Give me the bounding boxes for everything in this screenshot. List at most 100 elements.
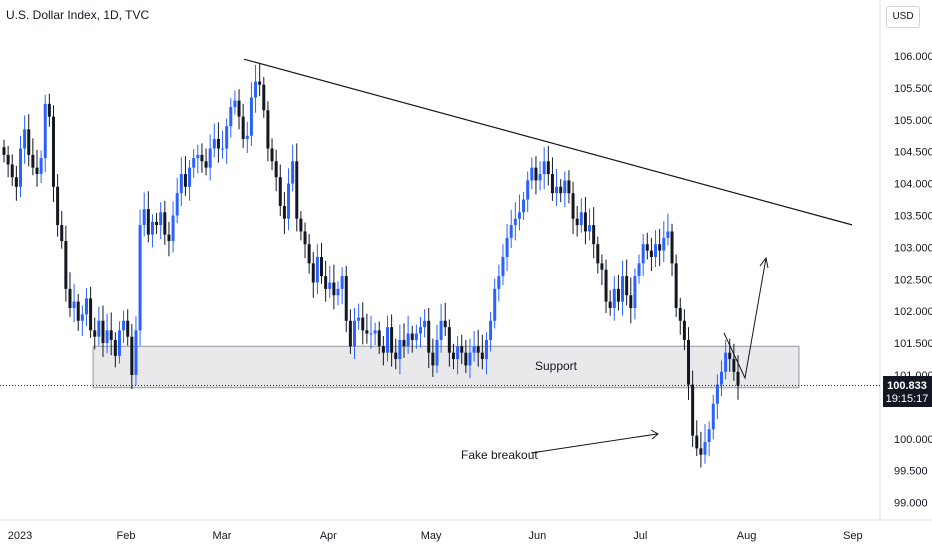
chart-title: U.S. Dollar Index, 1D, TVC	[6, 8, 150, 22]
candle-body	[138, 225, 142, 331]
candle-body	[612, 288, 616, 309]
candle-body	[695, 435, 699, 449]
candle-body	[14, 177, 18, 187]
candle-body	[287, 183, 291, 219]
y-tick-label: 100.000	[894, 434, 932, 446]
candle-body	[410, 333, 414, 340]
candle-body	[418, 327, 422, 334]
candle-body	[258, 81, 262, 85]
candle-body	[18, 148, 22, 187]
candle-body	[728, 352, 732, 360]
candle-body	[460, 346, 464, 353]
y-tick-label: 103.000	[894, 242, 932, 254]
y-tick-label: 99.500	[894, 466, 928, 478]
time-axis[interactable]: 2023 Feb Mar Apr May Jun Jul Aug Sep	[8, 530, 863, 542]
candle-body	[89, 298, 93, 331]
candle-body	[324, 276, 328, 289]
x-tick-label: Feb	[117, 530, 136, 542]
candle-body	[414, 333, 418, 340]
y-tick-label: 104.000	[894, 179, 932, 191]
candle-body	[497, 276, 501, 289]
candle-body	[340, 276, 344, 289]
candle-body	[93, 330, 97, 337]
x-tick-label: Apr	[320, 530, 337, 542]
candle-body	[715, 384, 719, 404]
candle-body	[249, 97, 253, 136]
resistance-trendline	[243, 58, 853, 226]
price-axis[interactable]: 106.000 105.500 105.000 104.500 104.000 103.5…	[894, 51, 932, 510]
candle-body	[188, 167, 192, 187]
candle-body	[84, 298, 88, 315]
candle-body	[406, 333, 410, 347]
candle-body	[56, 186, 60, 226]
candle-body	[381, 346, 385, 353]
y-tick-label: 103.500	[894, 211, 932, 223]
candle-body	[315, 256, 319, 283]
candle-body	[394, 352, 398, 360]
fake-breakout-arrow	[530, 433, 658, 454]
candle-body	[225, 126, 229, 149]
candle-body	[47, 103, 51, 117]
candle-body	[150, 221, 154, 235]
candle-body	[682, 320, 686, 340]
candle-body	[159, 212, 163, 226]
candle-body	[43, 103, 47, 159]
currency-button[interactable]: USD	[886, 6, 920, 28]
candle-body	[134, 330, 138, 375]
candle-body	[546, 161, 550, 175]
candle-body	[167, 234, 171, 242]
candle-body	[596, 244, 600, 264]
candle-body	[51, 116, 55, 187]
x-tick-label: May	[421, 530, 442, 542]
candle-body	[2, 147, 6, 155]
candle-body	[513, 218, 517, 226]
support-zone	[92, 345, 800, 389]
candle-body	[216, 138, 220, 149]
candle-body	[97, 320, 101, 337]
candle-body	[105, 330, 109, 344]
candle-body	[662, 237, 666, 251]
candle-body	[270, 148, 274, 162]
y-tick-label: 101.500	[894, 338, 932, 350]
candle-body	[423, 320, 427, 328]
candle-body	[348, 320, 352, 347]
last-price-label: 100.833 19:15:17	[883, 376, 932, 407]
candle-body	[171, 215, 175, 242]
candle-body	[468, 352, 472, 366]
candle-body	[385, 327, 389, 353]
candle-body	[443, 320, 447, 328]
candle-body	[625, 276, 629, 296]
candle-body	[575, 218, 579, 226]
candle-body	[629, 295, 633, 309]
candle-body	[550, 174, 554, 194]
projection-arrowhead	[759, 256, 769, 269]
support-label: Support	[535, 359, 578, 373]
candle-body	[332, 282, 336, 296]
candle-body	[295, 161, 299, 219]
candle-body	[303, 231, 307, 245]
candle-body	[200, 154, 204, 162]
y-tick-label: 105.500	[894, 83, 932, 95]
candle-body	[192, 158, 196, 168]
candle-body	[274, 161, 278, 178]
candle-body	[435, 339, 439, 366]
candle-body	[484, 339, 488, 360]
candle-body	[517, 212, 521, 219]
candle-body	[691, 384, 695, 436]
candle-body	[80, 314, 84, 321]
candle-body	[237, 100, 241, 117]
candle-body	[509, 225, 513, 238]
candle-body	[245, 135, 249, 139]
y-tick-label: 102.000	[894, 306, 932, 318]
candle-body	[369, 333, 373, 335]
x-tick-label: Sep	[843, 530, 863, 542]
candle-body	[703, 441, 707, 455]
candle-body	[563, 180, 567, 194]
candle-body	[505, 237, 509, 257]
candle-body	[699, 448, 703, 455]
candle-body	[23, 129, 27, 149]
candle-body	[353, 320, 357, 347]
candles	[2, 63, 740, 468]
candle-body	[208, 148, 212, 168]
